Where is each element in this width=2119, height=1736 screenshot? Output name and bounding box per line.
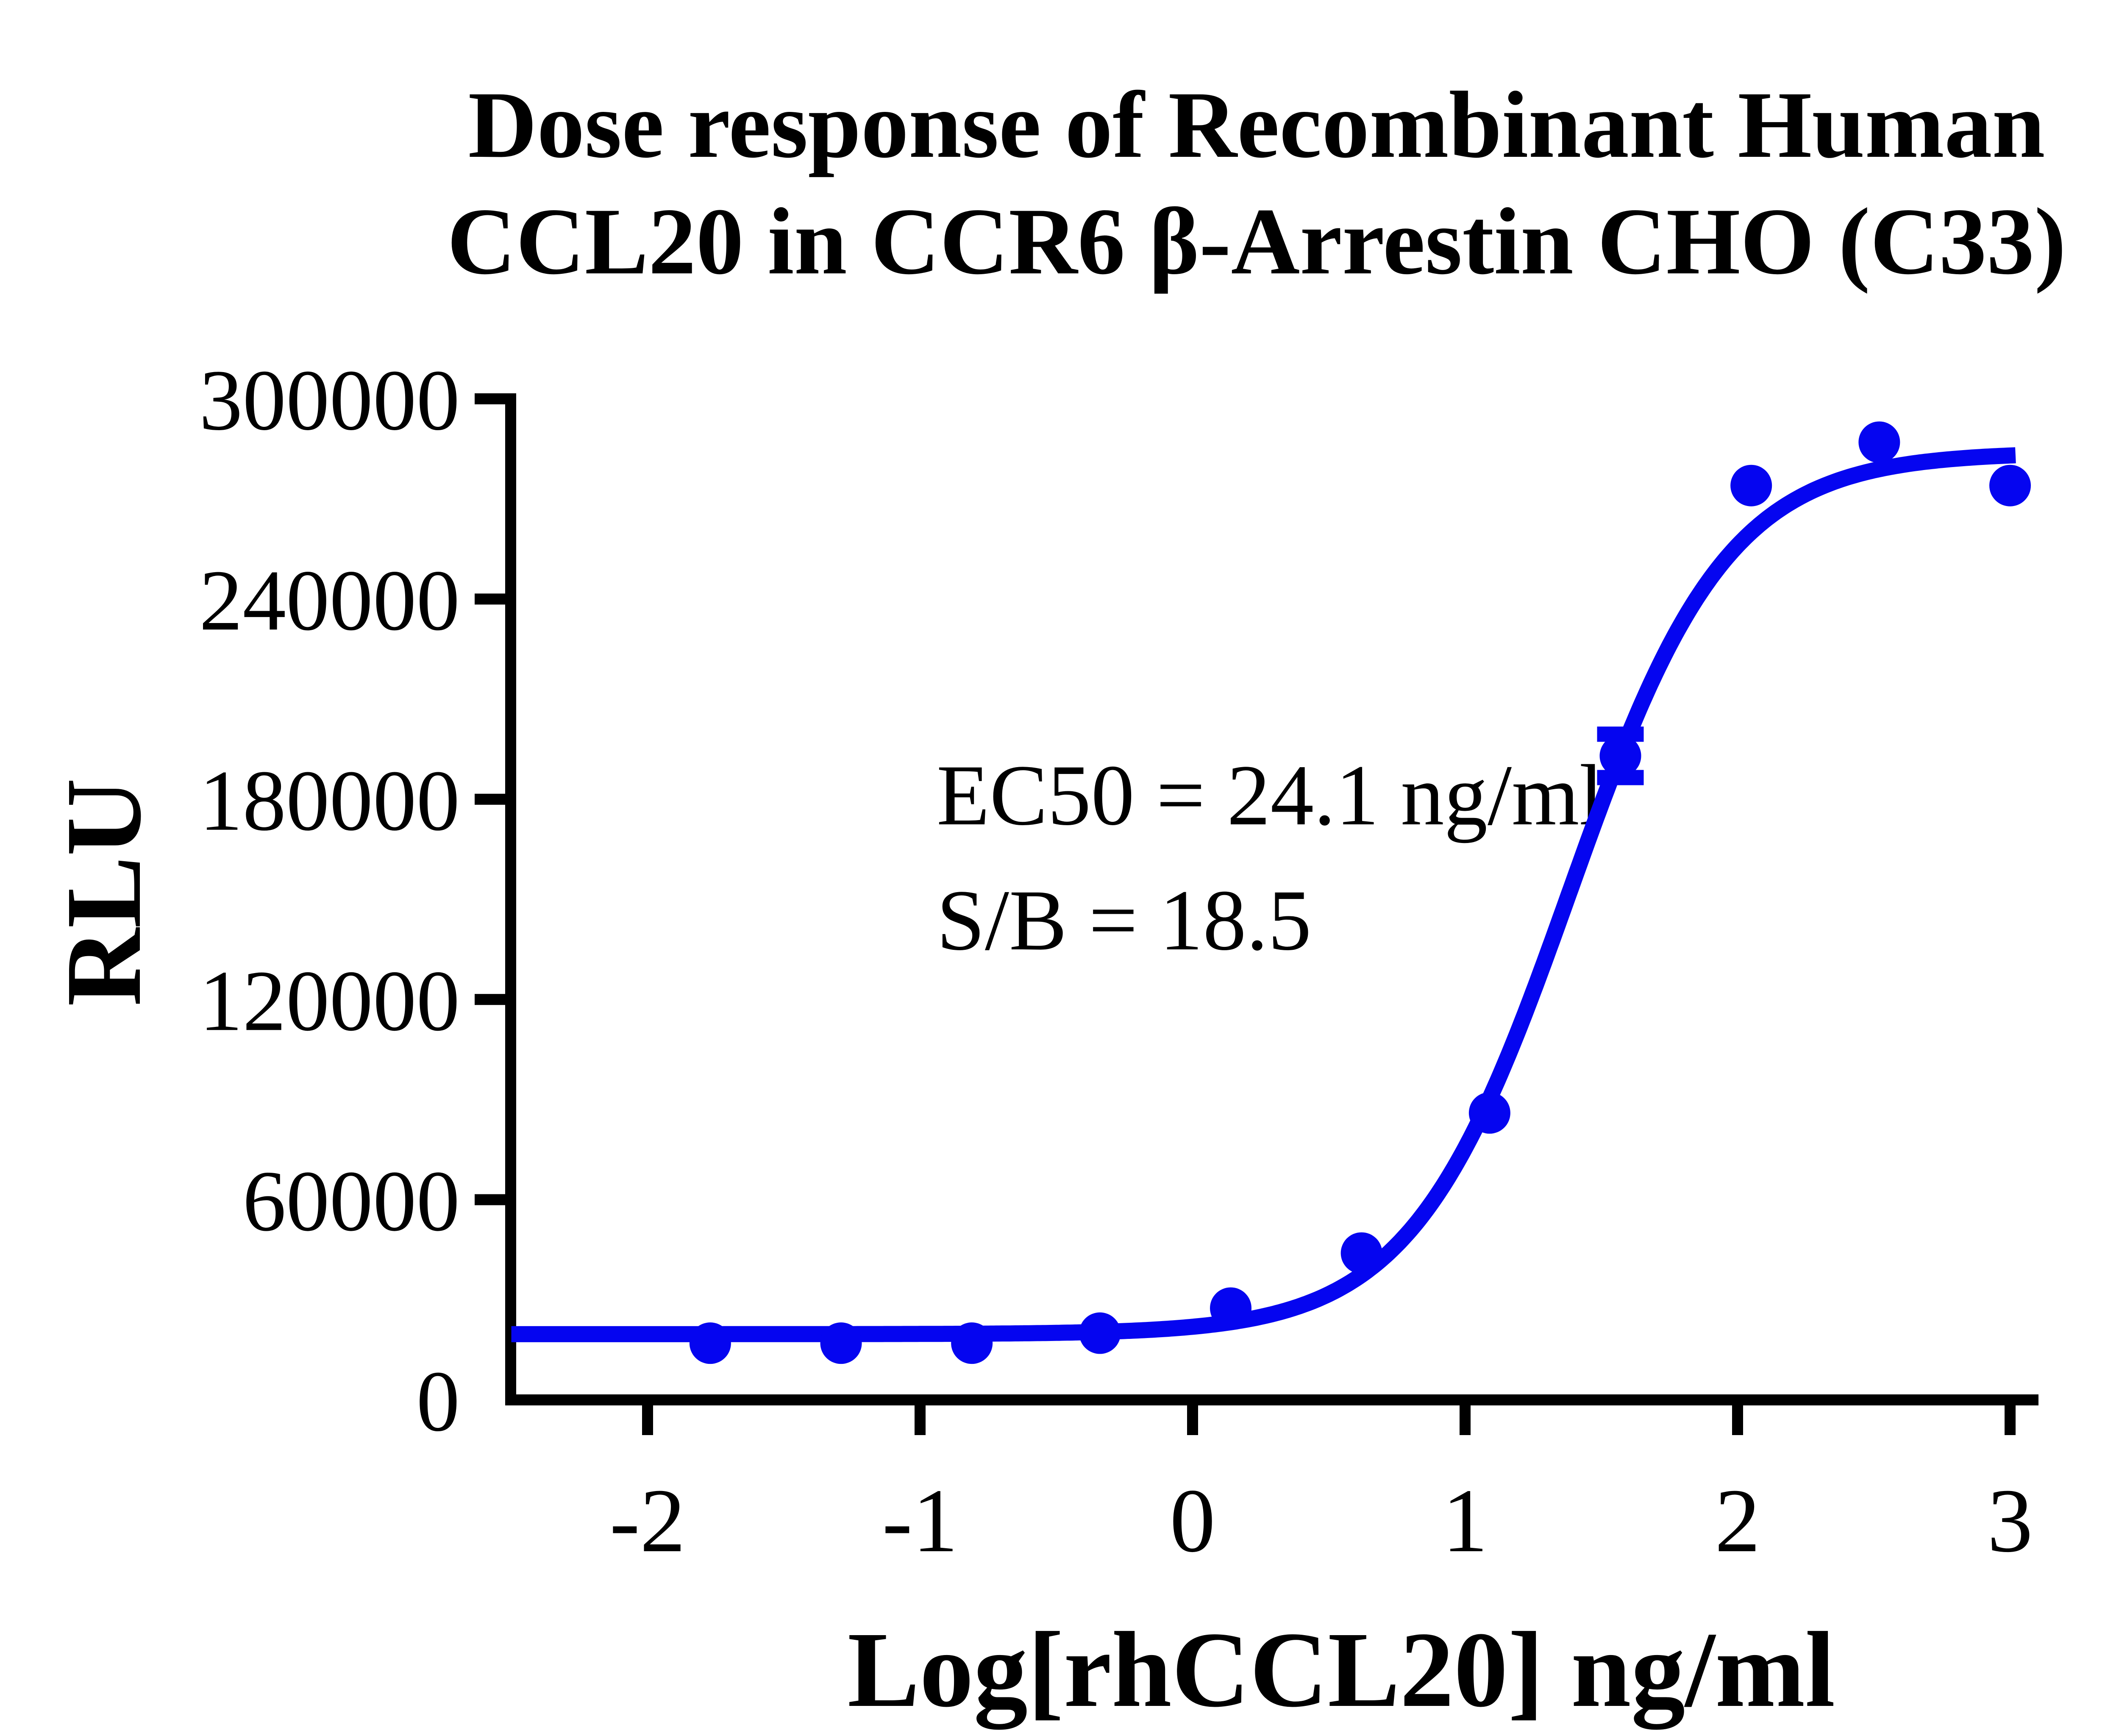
data-point xyxy=(1989,465,2031,506)
data-point xyxy=(1730,465,1772,506)
x-tick-label: -1 xyxy=(882,1470,958,1571)
data-point xyxy=(1858,421,1900,463)
y-axis-ticks: 0 60000 120000 180000 240000 300000 xyxy=(199,352,505,1449)
x-tick xyxy=(1187,1405,1198,1435)
x-tick-label: 0 xyxy=(1170,1470,1215,1571)
data-point xyxy=(820,1322,862,1364)
data-point xyxy=(689,1322,731,1364)
x-tick xyxy=(915,1405,926,1435)
annotation-signal-to-background: S/B = 18.5 xyxy=(937,872,1312,968)
fit-curve xyxy=(511,447,2016,1342)
data-point xyxy=(1210,1287,1252,1329)
y-tick xyxy=(475,593,505,605)
y-axis-line xyxy=(505,393,516,1405)
data-point xyxy=(951,1322,993,1364)
x-axis-label: Log[rhCCL20] ng/ml xyxy=(848,1610,1835,1730)
x-tick-label: 2 xyxy=(1715,1470,1760,1571)
x-tick xyxy=(642,1405,653,1435)
x-tick-label: 3 xyxy=(1987,1470,2033,1571)
y-tick-label: 120000 xyxy=(199,953,460,1049)
chart-title-line-1: Dose response of Recombinant Human xyxy=(468,72,2045,178)
data-point xyxy=(1079,1312,1121,1354)
x-axis-ticks: -2 -1 0 1 2 3 xyxy=(609,1405,2033,1571)
data-point xyxy=(1599,735,1641,777)
x-tick-label: 1 xyxy=(1442,1470,1488,1571)
chart-title-line-2: CCL20 in CCR6 β-Arrestin CHO (C33) xyxy=(447,188,2066,294)
y-tick-label: 240000 xyxy=(199,552,460,648)
y-tick xyxy=(475,1194,505,1205)
data-points-group xyxy=(689,421,2031,1364)
y-tick xyxy=(475,994,505,1005)
axes xyxy=(505,393,2038,1405)
y-axis-label: RLU xyxy=(44,778,164,1006)
y-tick-label: 300000 xyxy=(199,352,460,448)
x-axis-line xyxy=(505,1394,2038,1405)
y-tick xyxy=(475,393,505,404)
x-tick xyxy=(1460,1405,1471,1435)
y-tick xyxy=(475,793,505,805)
data-point xyxy=(1468,1092,1510,1134)
x-tick xyxy=(2005,1405,2016,1435)
y-tick-label: 180000 xyxy=(199,753,460,849)
annotation-ec50: EC50 = 24.1 ng/ml xyxy=(937,747,1603,843)
y-tick-label: 0 xyxy=(417,1353,460,1449)
x-tick-label: -2 xyxy=(609,1470,685,1571)
y-tick-label: 60000 xyxy=(243,1153,460,1249)
annotation-block: EC50 = 24.1 ng/ml S/B = 18.5 xyxy=(937,747,1603,968)
data-point xyxy=(1340,1232,1382,1274)
x-tick xyxy=(1732,1405,1743,1435)
chart-title: Dose response of Recombinant Human CCL20… xyxy=(447,72,2066,294)
fit-curve-group xyxy=(511,447,2016,1342)
